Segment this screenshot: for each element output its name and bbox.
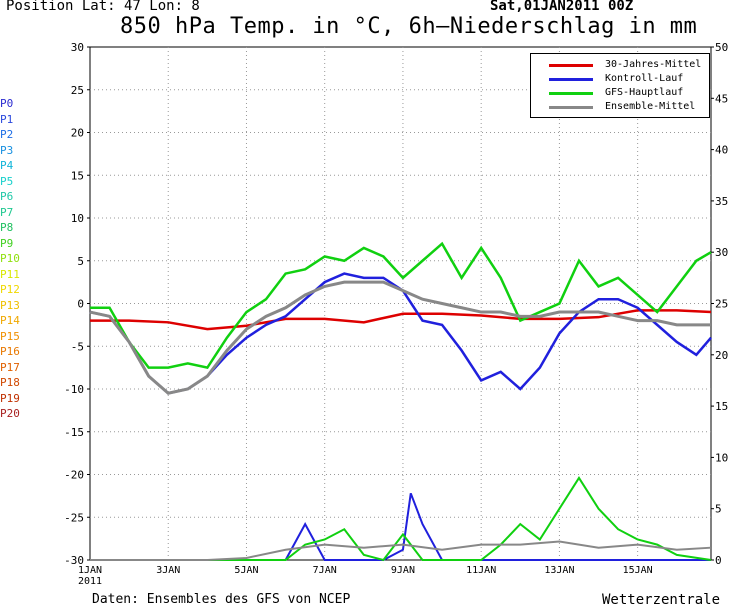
legend-item-ensemble-mean: Ensemble-Mittel xyxy=(531,100,709,114)
y-right-tick-label: 0 xyxy=(715,554,722,567)
legend-label: Kontroll-Lauf xyxy=(605,73,684,84)
x-tick-label: 13JAN xyxy=(544,565,574,576)
x-tick-label: 3JAN xyxy=(156,565,180,576)
x-tick-label: 5JAN xyxy=(234,565,258,576)
member-label-p5: P5 xyxy=(0,174,14,188)
legend-label: GFS-Hauptlauf xyxy=(605,87,684,98)
run-datetime: Sat,01JAN2011 00Z xyxy=(490,0,634,14)
member-label-p0: P0 xyxy=(0,97,14,110)
member-label-p2: P2 xyxy=(0,128,14,141)
member-label-p15: P15 xyxy=(0,329,20,343)
y-right-tick-label: 40 xyxy=(715,144,728,157)
temp-line-ensemble-mittel xyxy=(89,280,711,395)
precip-line-kontroll-lauf xyxy=(90,492,711,561)
x-tick-label: 9JAN xyxy=(391,565,415,576)
y-right-tick-label: 5 xyxy=(715,503,722,516)
legend-swatch xyxy=(549,106,593,109)
member-label-p17: P17 xyxy=(0,360,20,374)
data-source: Daten: Ensembles des GFS von NCEP xyxy=(92,592,351,607)
x-tick-label: 2011 xyxy=(78,576,102,587)
y-right-tick-label: 35 xyxy=(715,195,728,208)
y-left-tick-label: 25 xyxy=(71,84,84,97)
member-label-p8: P8 xyxy=(0,221,14,234)
legend-item-control-run: Kontroll-Lauf xyxy=(531,72,709,86)
member-label-p6: P6 xyxy=(0,190,14,203)
legend-swatch xyxy=(549,78,593,81)
chart-legend: 30-Jahres-Mittel Kontroll-Lauf GFS-Haupt… xyxy=(530,53,710,118)
ensemble-member-list: P0 P1 P2 P3 P4 P5 P6 P7 P8 P9 P10 P11 P12 P13 P14 P15 P1… xyxy=(0,96,40,422)
y-right-tick-label: 20 xyxy=(715,349,728,362)
position-label: Position Lat: 47 Lon: 8 xyxy=(6,0,200,14)
member-label-p1: P1 xyxy=(0,112,14,126)
y-left-tick-label: 15 xyxy=(71,169,84,182)
x-tick-label: 1JAN xyxy=(78,565,102,576)
y-left-tick-label: -5 xyxy=(71,340,84,353)
y-left-tick-label: -25 xyxy=(64,511,84,524)
y-right-tick-label: 15 xyxy=(715,400,728,413)
temp-line-gfs-hauptlauf xyxy=(90,241,712,370)
legend-item-main-run: GFS-Hauptlauf xyxy=(531,86,709,100)
member-label-p3: P3 xyxy=(0,143,14,157)
member-label-p16: P16 xyxy=(0,345,20,358)
y-left-tick-label: -30 xyxy=(64,554,84,567)
member-label-p18: P18 xyxy=(0,376,20,389)
member-label-p13: P13 xyxy=(0,298,20,312)
y-left-tick-label: -15 xyxy=(64,426,84,439)
y-left-tick-label: 5 xyxy=(77,255,84,268)
x-tick-label: 7JAN xyxy=(313,565,337,576)
y-left-tick-label: 20 xyxy=(71,127,84,140)
legend-label: 30-Jahres-Mittel xyxy=(605,59,702,70)
member-label-p9: P9 xyxy=(0,236,14,250)
precip-line-ensemble-mittel xyxy=(90,540,712,561)
member-label-p20: P20 xyxy=(0,407,20,420)
member-label-p7: P7 xyxy=(0,205,14,219)
member-label-p12: P12 xyxy=(0,283,20,296)
y-left-tick-label: 30 xyxy=(71,41,84,54)
x-tick-label: 11JAN xyxy=(466,565,496,576)
y-right-tick-label: 45 xyxy=(715,92,728,105)
member-label-p14: P14 xyxy=(0,314,20,327)
plot-frame xyxy=(89,46,712,561)
chart-title: 850 hPa Temp. in °C, 6h–Niederschlag in … xyxy=(120,14,698,39)
y-right-tick-label: 25 xyxy=(715,298,728,311)
y-left-tick-label: -10 xyxy=(64,383,84,396)
x-tick-label: 15JAN xyxy=(623,565,653,576)
y-right-tick-label: 10 xyxy=(715,451,728,464)
credit: Wetterzentrale xyxy=(602,592,721,608)
member-label-p19: P19 xyxy=(0,391,20,405)
legend-label: Ensemble-Mittel xyxy=(605,101,696,112)
member-label-p10: P10 xyxy=(0,252,20,265)
y-left-tick-label: -20 xyxy=(64,469,84,482)
y-right-tick-label: 50 xyxy=(715,41,728,54)
member-label-p4: P4 xyxy=(0,159,14,172)
legend-swatch xyxy=(549,64,593,67)
precip-line-gfs-hauptlauf xyxy=(90,476,712,562)
member-label-p11: P11 xyxy=(0,267,20,281)
legend-swatch xyxy=(549,92,593,95)
legend-item-climatology: 30-Jahres-Mittel xyxy=(531,58,709,72)
y-left-tick-label: 10 xyxy=(71,212,84,225)
y-right-tick-label: 30 xyxy=(715,246,728,259)
y-left-tick-label: 0 xyxy=(77,298,84,311)
